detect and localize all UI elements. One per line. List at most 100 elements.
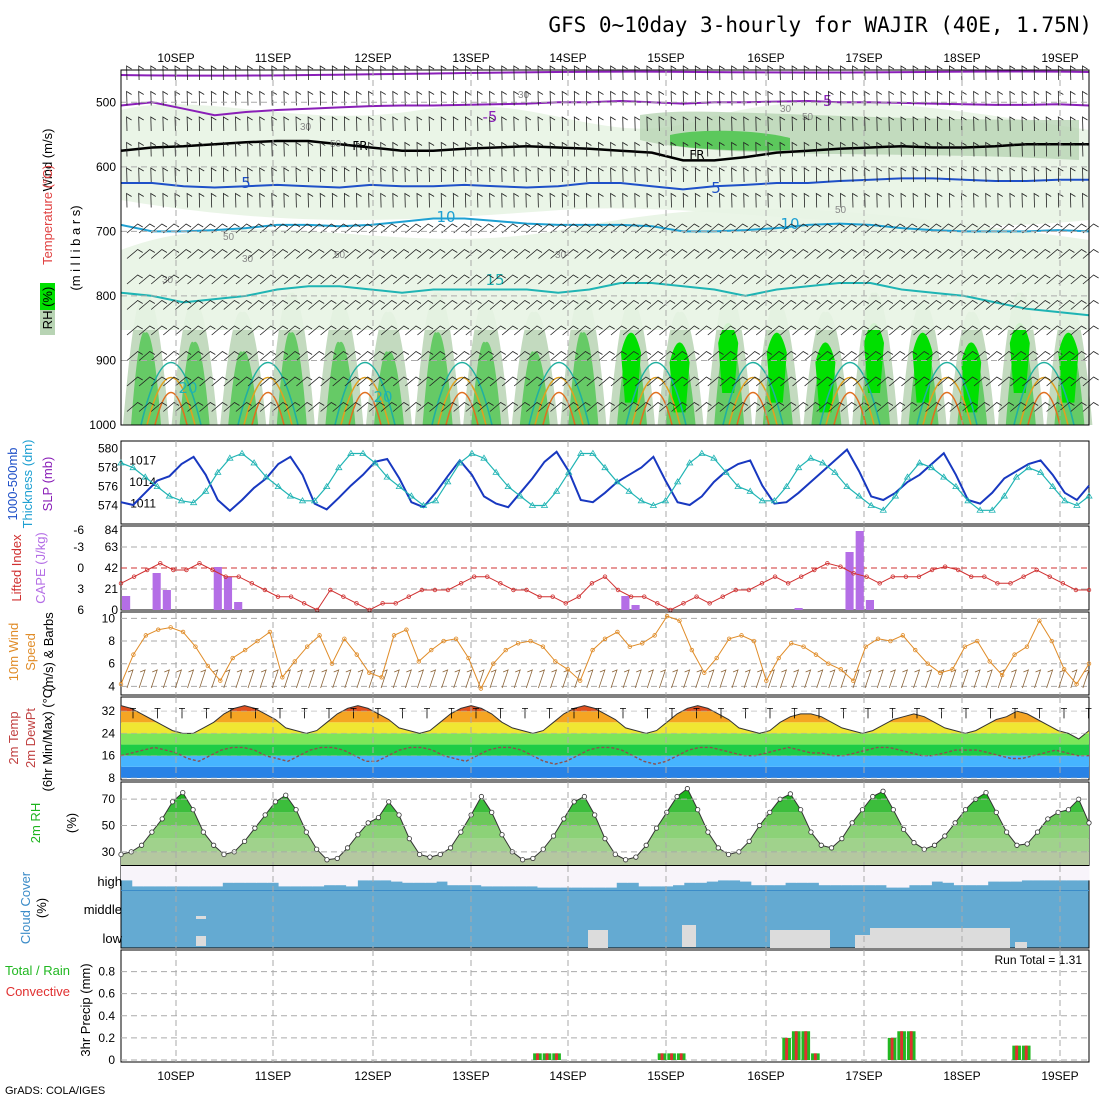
wind-barb (828, 325, 845, 336)
wind-barb (150, 274, 168, 285)
wind-barb (924, 90, 931, 106)
cloud-high-bar (1021, 866, 1034, 881)
wind-barb (259, 402, 277, 412)
wind-barb (392, 223, 410, 234)
wind-barb (852, 65, 858, 81)
wind-barb (610, 65, 616, 81)
wind-barb (767, 192, 774, 208)
cloud-high-bar (762, 866, 775, 886)
wind-barb (380, 249, 398, 259)
isotherm-30 (930, 391, 964, 426)
wind-barb (840, 192, 846, 208)
isotherm-30 (639, 391, 673, 426)
wind-speed-marker (565, 667, 570, 672)
wind-barb (429, 669, 437, 689)
wind-barb (913, 402, 930, 412)
wind-barb (296, 223, 313, 234)
wind-barb (368, 300, 385, 310)
wind-barb (780, 325, 797, 336)
lifted-index-tick-label: 6 (77, 603, 84, 617)
wind-barb (429, 300, 446, 310)
wind-barb (538, 223, 555, 234)
wind-barb (283, 116, 290, 132)
wind-barb (538, 325, 555, 336)
wind-barb (889, 223, 906, 234)
rh-marker (664, 809, 670, 815)
top-date-label: 13SEP (452, 51, 489, 65)
wind-barb (768, 223, 785, 234)
wind-barb (1057, 116, 1064, 132)
wind-barb (780, 376, 797, 387)
wind-barb (574, 274, 591, 285)
wind-barb (138, 192, 144, 208)
wind-barb (320, 325, 337, 336)
wind-barb (150, 65, 157, 81)
wind-barb (767, 90, 774, 106)
wind-speed-marker (118, 681, 124, 687)
temperature-band (121, 733, 1089, 745)
lifted-index-marker (681, 601, 686, 606)
min-max-bar (326, 707, 332, 719)
wind-barb (816, 300, 833, 310)
wind-barb (900, 90, 907, 106)
wind-barb (138, 65, 144, 81)
wind-barb (1070, 376, 1087, 387)
wind-barb (428, 90, 435, 106)
rh-shading (228, 351, 259, 425)
wind-barb (356, 116, 362, 132)
min-max-bar (130, 707, 136, 719)
wind-barb (538, 376, 555, 387)
rh-marker (849, 820, 855, 826)
wind-speed-marker (193, 644, 198, 649)
cloud-high-bar (514, 866, 527, 887)
wind-barb (622, 90, 628, 106)
wind-barb (634, 669, 642, 689)
wind-barb (694, 90, 701, 106)
cloud-high-bar (1032, 866, 1045, 881)
wind-barb (949, 274, 966, 285)
lifted-index-marker (131, 574, 137, 579)
wind-barb (755, 274, 773, 285)
wind-barb (296, 249, 313, 259)
wind-barb (332, 376, 349, 387)
wind-barb (610, 669, 618, 689)
wind-barb (610, 300, 627, 310)
wind-barb (501, 116, 507, 132)
wind-barb (840, 376, 857, 387)
rh-label: 30 (555, 250, 567, 261)
thickness-marker (310, 497, 319, 504)
wind-barb (368, 669, 376, 689)
wind-barb (428, 65, 435, 81)
rh-marker (561, 816, 567, 822)
rh-marker (159, 816, 165, 822)
wind-barb (405, 300, 422, 310)
min-max-bar (252, 707, 259, 719)
wind-barb (997, 325, 1015, 336)
wind-barb (513, 300, 531, 310)
wind-barb (683, 300, 700, 310)
wind-barb (199, 223, 216, 234)
wind-barb (332, 223, 349, 234)
wind-barb (647, 402, 664, 412)
wind-barb (634, 90, 641, 106)
wind-barb (210, 192, 217, 208)
wind-barb (743, 65, 749, 81)
wind-barb (392, 167, 399, 183)
wind-barb (973, 223, 990, 234)
wind-barb (1022, 669, 1030, 689)
rh-marker (911, 840, 917, 846)
wind-barb (791, 65, 798, 81)
lifted-index-marker (707, 601, 712, 606)
wind-barb (1033, 192, 1040, 208)
rh-marker (530, 855, 536, 862)
wind-axis-label-2: Speed (23, 633, 38, 671)
isotherm-30 (154, 391, 188, 426)
rh-shading (179, 341, 210, 425)
wind-barb (828, 300, 845, 310)
cloud-high-bar (334, 866, 347, 886)
wind-barb (683, 376, 700, 387)
thickness-tick-label: 578 (98, 461, 118, 475)
wind-barb (985, 300, 1003, 310)
wind-barb (501, 249, 519, 259)
wind-barb (416, 192, 423, 208)
